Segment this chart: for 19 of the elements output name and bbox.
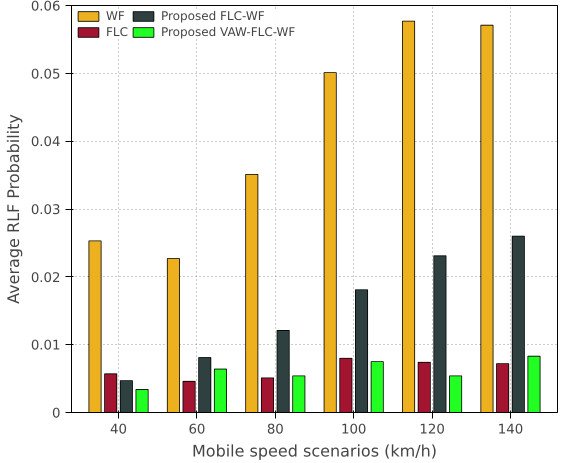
y-tick-label: 0.03	[30, 203, 61, 218]
y-tick-label: 0	[52, 406, 61, 422]
x-tick-label: 80	[266, 422, 284, 438]
y-tick-label: 0.01	[30, 338, 61, 354]
x-tick-label: 100	[340, 422, 366, 438]
x-tick-label: 140	[498, 422, 524, 438]
x-tick-label: 40	[110, 422, 128, 438]
legend-label: WF	[106, 9, 126, 23]
legend-label: Proposed VAW-FLC-WF	[160, 25, 296, 39]
x-tick-label: 120	[419, 422, 445, 438]
legend-label: FLC	[106, 25, 128, 39]
y-tick-label: 0.06	[30, 0, 61, 14]
x-tick-label: 60	[188, 422, 206, 438]
y-axis-title: Average RLF Probability	[4, 114, 23, 304]
x-axis-title: Mobile speed scenarios (km/h)	[192, 442, 438, 460]
y-tick-label: 0.02	[30, 270, 61, 286]
y-tick-label: 0.04	[30, 135, 61, 150]
y-tick-label: 0.05	[30, 67, 61, 82]
legend-label: Proposed FLC-WF	[160, 9, 265, 23]
